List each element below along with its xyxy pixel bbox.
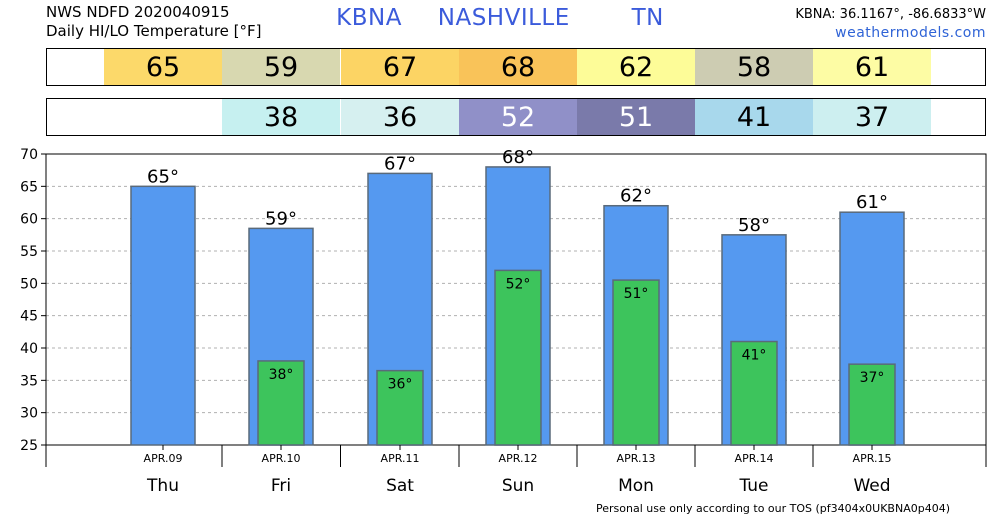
day-label: Wed bbox=[853, 476, 890, 496]
low-temp-cell bbox=[104, 99, 222, 135]
date-label: APR.11 bbox=[381, 452, 420, 465]
day-label: Sun bbox=[502, 476, 534, 496]
y-tick-label: 70 bbox=[20, 147, 38, 163]
day-label: Fri bbox=[271, 476, 291, 496]
high-temp-cell: 58 bbox=[695, 49, 813, 85]
header-meta: KBNA: 36.1167°, -86.6833°W weathermodels… bbox=[795, 5, 986, 43]
high-temp-cell: 68 bbox=[459, 49, 577, 85]
model-run-label: NWS NDFD 2020040915 bbox=[46, 3, 230, 21]
day-label: Mon bbox=[618, 476, 654, 496]
site-link[interactable]: weathermodels.com bbox=[835, 25, 986, 41]
header-info: NWS NDFD 2020040915 Daily HI/LO Temperat… bbox=[46, 3, 262, 41]
day-label: Thu bbox=[146, 476, 179, 496]
y-tick-label: 55 bbox=[20, 244, 38, 260]
low-temp-cell: 41 bbox=[695, 99, 813, 135]
high-temp-cell: 62 bbox=[577, 49, 695, 85]
high-temp-bar bbox=[130, 185, 196, 446]
high-temp-label: 65° bbox=[147, 166, 179, 187]
station-id: KBNA bbox=[336, 5, 402, 31]
low-temp-bar bbox=[612, 279, 660, 446]
low-temp-label: 41° bbox=[742, 348, 767, 364]
day-label: Tue bbox=[738, 476, 768, 496]
y-tick-label: 40 bbox=[20, 341, 38, 357]
y-tick-label: 65 bbox=[20, 179, 38, 195]
low-temp-label: 37° bbox=[860, 370, 885, 386]
station-city: NASHVILLE bbox=[437, 5, 570, 31]
high-temp-cell: 67 bbox=[341, 49, 459, 85]
station-state: TN bbox=[631, 5, 664, 31]
y-tick-label: 50 bbox=[20, 276, 38, 292]
low-temp-label: 36° bbox=[388, 377, 413, 393]
chart-title-label: Daily HI/LO Temperature [°F] bbox=[46, 22, 262, 40]
low-temp-bar bbox=[494, 269, 542, 446]
high-temp-cell: 65 bbox=[104, 49, 222, 85]
station-title: KBNA NASHVILLE TN bbox=[0, 5, 1000, 31]
high-temp-label: 68° bbox=[502, 147, 534, 168]
y-tick-label: 35 bbox=[20, 373, 38, 389]
high-temp-strip: 65 59 67 68 62 58 61 bbox=[46, 48, 986, 86]
y-tick-label: 60 bbox=[20, 212, 38, 228]
high-temp-label: 59° bbox=[265, 208, 297, 229]
low-temp-bar bbox=[376, 369, 424, 446]
high-temp-label: 58° bbox=[738, 215, 770, 236]
low-temp-cell: 36 bbox=[341, 99, 459, 135]
station-coords: KBNA: 36.1167°, -86.6833°W bbox=[795, 7, 986, 22]
y-tick-label: 30 bbox=[20, 406, 38, 422]
day-label: Sat bbox=[386, 476, 414, 496]
y-tick-label: 25 bbox=[20, 438, 38, 454]
y-tick-label: 45 bbox=[20, 309, 38, 325]
date-label: APR.13 bbox=[617, 452, 656, 465]
high-temp-label: 61° bbox=[856, 192, 888, 213]
low-temp-label: 38° bbox=[269, 367, 294, 383]
low-temp-cell: 52 bbox=[459, 99, 577, 135]
low-temp-cell: 37 bbox=[813, 99, 931, 135]
high-temp-label: 67° bbox=[384, 153, 416, 174]
date-label: APR.14 bbox=[735, 452, 774, 465]
low-temp-strip: 38 36 52 51 41 37 bbox=[46, 98, 986, 136]
low-temp-cell: 51 bbox=[577, 99, 695, 135]
date-label: APR.15 bbox=[853, 452, 892, 465]
low-temp-cell: 38 bbox=[222, 99, 340, 135]
date-label: APR.12 bbox=[499, 452, 538, 465]
low-temp-label: 52° bbox=[506, 276, 531, 292]
high-temp-cell: 61 bbox=[813, 49, 931, 85]
high-temp-label: 62° bbox=[620, 186, 652, 207]
date-label: APR.09 bbox=[144, 452, 183, 465]
high-temp-cell: 59 bbox=[222, 49, 340, 85]
low-temp-bar bbox=[848, 363, 896, 446]
footer-note: Personal use only according to our TOS (… bbox=[596, 502, 950, 515]
date-label: APR.10 bbox=[262, 452, 301, 465]
low-temp-label: 51° bbox=[624, 286, 649, 302]
